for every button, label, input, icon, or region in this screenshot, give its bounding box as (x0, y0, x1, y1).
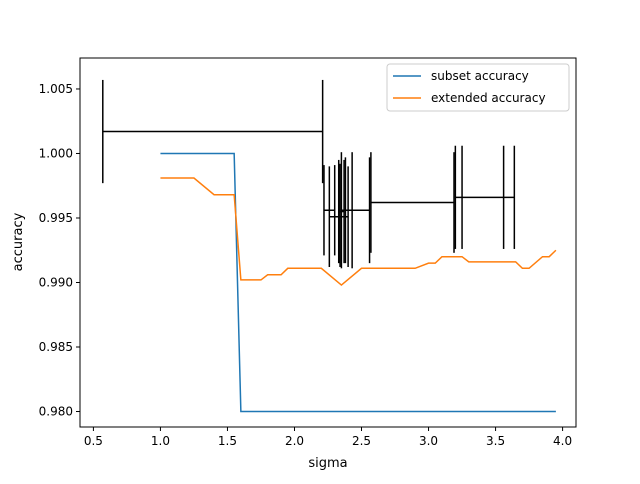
axes-frame (79, 57, 577, 428)
x-axis-label: sigma (308, 456, 347, 471)
legend-label: extended accuracy (431, 91, 546, 105)
x-tick-label: 3.5 (486, 434, 505, 448)
y-tick-label: 1.005 (39, 82, 73, 96)
x-tick-label: 3.0 (419, 434, 438, 448)
legend: subset accuracy extended accuracy (386, 63, 570, 112)
x-tick-label: 2.5 (352, 434, 371, 448)
x-tick-label: 0.5 (84, 434, 103, 448)
y-tick-label: 0.995 (39, 211, 73, 225)
x-tick-label: 1.5 (218, 434, 237, 448)
y-tick-label: 0.980 (39, 405, 73, 419)
x-axis: 0.5 1.0 1.5 2.0 2.5 3.0 3.5 4.0 (84, 427, 572, 448)
x-tick-label: 2.0 (285, 434, 304, 448)
x-tick-label: 4.0 (553, 434, 572, 448)
series-line-0 (160, 152, 556, 413)
error-bars (102, 79, 516, 269)
y-axis-label: accuracy (11, 212, 26, 271)
series-lines (160, 152, 557, 413)
y-axis: 0.980 0.985 0.990 0.995 1.000 1.005 (39, 82, 80, 419)
y-tick-label: 0.990 (39, 275, 73, 289)
y-tick-label: 1.000 (39, 146, 73, 160)
x-tick-label: 1.0 (151, 434, 170, 448)
legend-label: subset accuracy (431, 69, 529, 83)
series-line-1 (160, 177, 557, 287)
legend-box (386, 63, 570, 112)
y-tick-label: 0.985 (39, 340, 73, 354)
